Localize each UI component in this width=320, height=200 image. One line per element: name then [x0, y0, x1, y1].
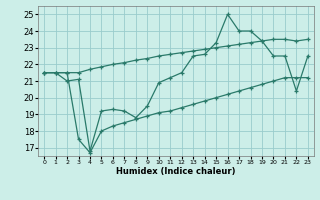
X-axis label: Humidex (Indice chaleur): Humidex (Indice chaleur) — [116, 167, 236, 176]
